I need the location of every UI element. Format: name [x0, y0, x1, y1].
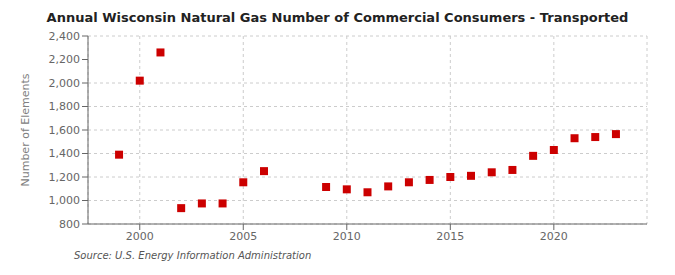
svg-text:2,200: 2,200 — [49, 53, 81, 66]
svg-text:1,800: 1,800 — [49, 100, 81, 113]
svg-text:2,000: 2,000 — [49, 77, 81, 90]
svg-text:2015: 2015 — [436, 230, 464, 243]
svg-text:2005: 2005 — [229, 230, 257, 243]
svg-text:800: 800 — [59, 218, 80, 231]
svg-text:1,000: 1,000 — [49, 194, 81, 207]
svg-text:2020: 2020 — [540, 230, 568, 243]
svg-text:1,400: 1,400 — [49, 147, 81, 160]
html-text:Source: U.S. Energy Informatio: Source: U.S. Energy Information Administ… — [74, 250, 312, 261]
svg-text:2000: 2000 — [126, 230, 154, 243]
svg-text:2,400: 2,400 — [49, 30, 81, 43]
svg-text:Number of Elements: Number of Elements — [19, 73, 32, 186]
svg-text:2010: 2010 — [333, 230, 361, 243]
html-text:Annual Wisconsin Natural Gas N: Annual Wisconsin Natural Gas Number of C… — [46, 10, 629, 25]
svg-text:1,200: 1,200 — [49, 171, 81, 184]
svg-text:1,600: 1,600 — [49, 124, 81, 137]
